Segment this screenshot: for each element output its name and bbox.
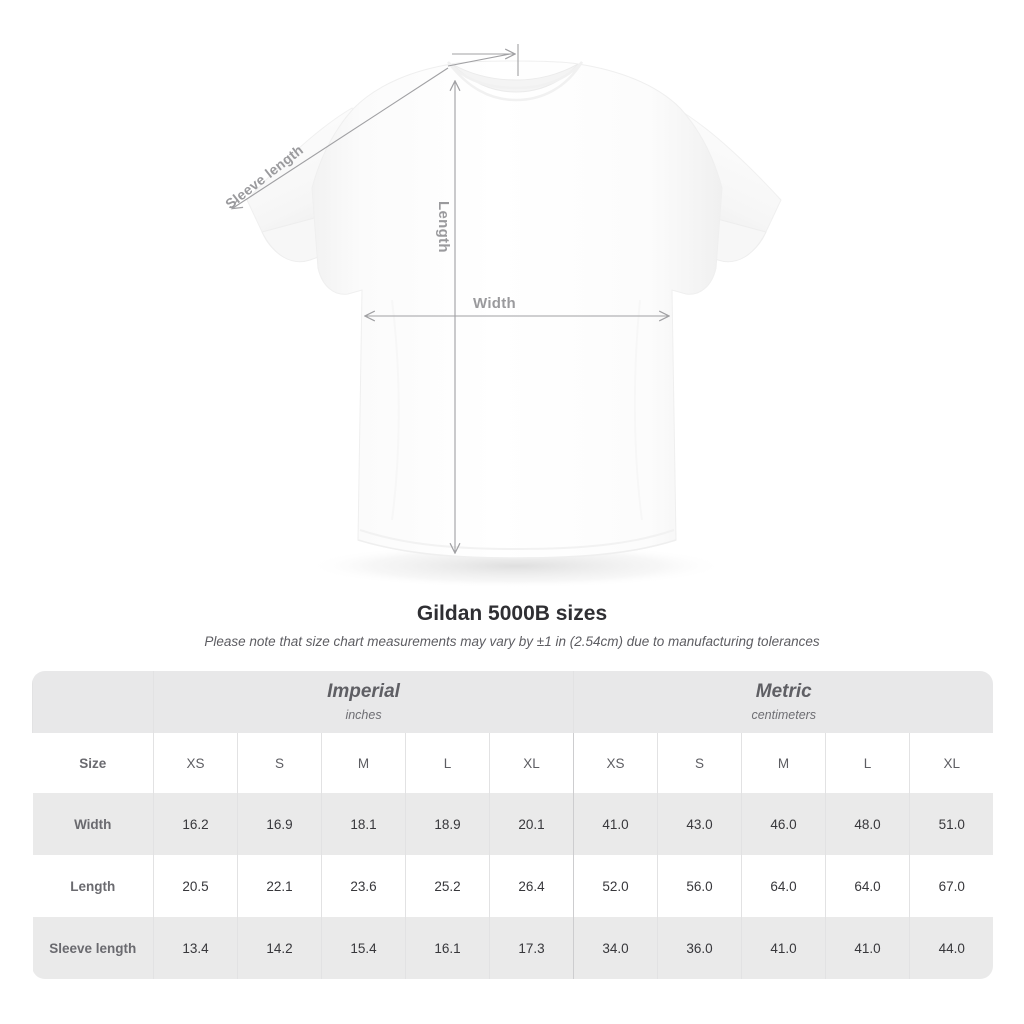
measurement-value: 17.3 [488, 917, 574, 979]
width-label: Width [473, 295, 517, 312]
measurement-value: 34.0 [573, 917, 658, 979]
page-title: Gildan 5000B sizes [416, 602, 608, 625]
measurement-value: 56.0 [657, 855, 742, 917]
unit-system-imperial: Imperial inches [152, 671, 574, 733]
measurement-row-label: Width [32, 793, 154, 855]
unit-system-header-row: Imperial inches Metric centimeters [32, 671, 993, 733]
measurement-value: 46.0 [741, 793, 826, 855]
size-column-header: M [741, 733, 826, 793]
unit-system-metric-sub: centimeters [751, 708, 817, 722]
measurement-value: 23.6 [321, 855, 406, 917]
measurement-value: 26.4 [488, 855, 574, 917]
size-column-header: XS [153, 733, 238, 793]
sleeve-length-dimension-line [233, 67, 449, 208]
measurement-value: 43.0 [657, 793, 742, 855]
measurement-value: 64.0 [825, 855, 910, 917]
measurement-value: 20.5 [153, 855, 238, 917]
size-column-header: L [405, 733, 490, 793]
unit-system-metric: Metric centimeters [573, 671, 993, 733]
measurement-value: 13.4 [153, 917, 238, 979]
measurement-value: 44.0 [909, 917, 993, 979]
row-header-size: Size [32, 733, 154, 793]
size-column-header: M [321, 733, 406, 793]
measurement-value: 18.9 [405, 793, 490, 855]
unit-system-metric-name: Metric [755, 681, 812, 702]
size-column-header: XL [909, 733, 993, 793]
measurement-value: 41.0 [741, 917, 826, 979]
size-column-header: S [657, 733, 742, 793]
measurement-value: 36.0 [657, 917, 742, 979]
size-column-header: S [237, 733, 322, 793]
size-column-header: XL [488, 733, 574, 793]
measurement-value: 20.1 [488, 793, 574, 855]
size-header-row: Size XS S M L XL XS S M L XL [32, 733, 993, 793]
tolerance-note: Please note that size chart measurements… [204, 634, 820, 649]
tshirt-measurement-diagram: Width Length Sleeve length [0, 44, 782, 588]
measurement-value: 16.2 [153, 793, 238, 855]
measurement-value: 41.0 [825, 917, 910, 979]
measurement-row-label: Sleeve length [32, 917, 154, 979]
measurement-value: 14.2 [237, 917, 322, 979]
size-chart-table: Imperial inches Metric centimeters Size … [32, 671, 993, 979]
unit-system-imperial-sub: inches [345, 708, 382, 722]
measurement-value: 64.0 [741, 855, 826, 917]
unit-band-spacer [32, 671, 154, 733]
measurement-value: 48.0 [825, 793, 910, 855]
measurement-value: 25.2 [405, 855, 490, 917]
unit-system-imperial-name: Imperial [327, 681, 400, 702]
measurement-value: 16.1 [405, 917, 490, 979]
size-chart-table-container: Imperial inches Metric centimeters Size … [32, 671, 993, 979]
table-row: Length 20.5 22.1 23.6 25.2 26.4 52.0 56.… [32, 855, 993, 917]
measurement-value: 67.0 [909, 855, 993, 917]
size-column-header: XS [573, 733, 658, 793]
measurement-row-label: Length [32, 855, 154, 917]
table-row: Width 16.2 16.9 18.1 18.9 20.1 41.0 43.0… [32, 793, 993, 855]
measurement-value: 52.0 [573, 855, 658, 917]
measurement-value: 51.0 [909, 793, 993, 855]
measurement-value: 15.4 [321, 917, 406, 979]
measurement-value: 18.1 [321, 793, 406, 855]
measurement-value: 22.1 [237, 855, 322, 917]
length-label: Length [435, 201, 452, 253]
tshirt-illustration [0, 44, 782, 588]
size-column-header: L [825, 733, 910, 793]
measurement-value: 16.9 [237, 793, 322, 855]
measurement-value: 41.0 [573, 793, 658, 855]
chart-caption: Gildan 5000B sizes Please note that size… [0, 600, 1024, 651]
table-row: Sleeve length 13.4 14.2 15.4 16.1 17.3 3… [32, 917, 993, 979]
shoulder-leader-line [447, 53, 511, 67]
